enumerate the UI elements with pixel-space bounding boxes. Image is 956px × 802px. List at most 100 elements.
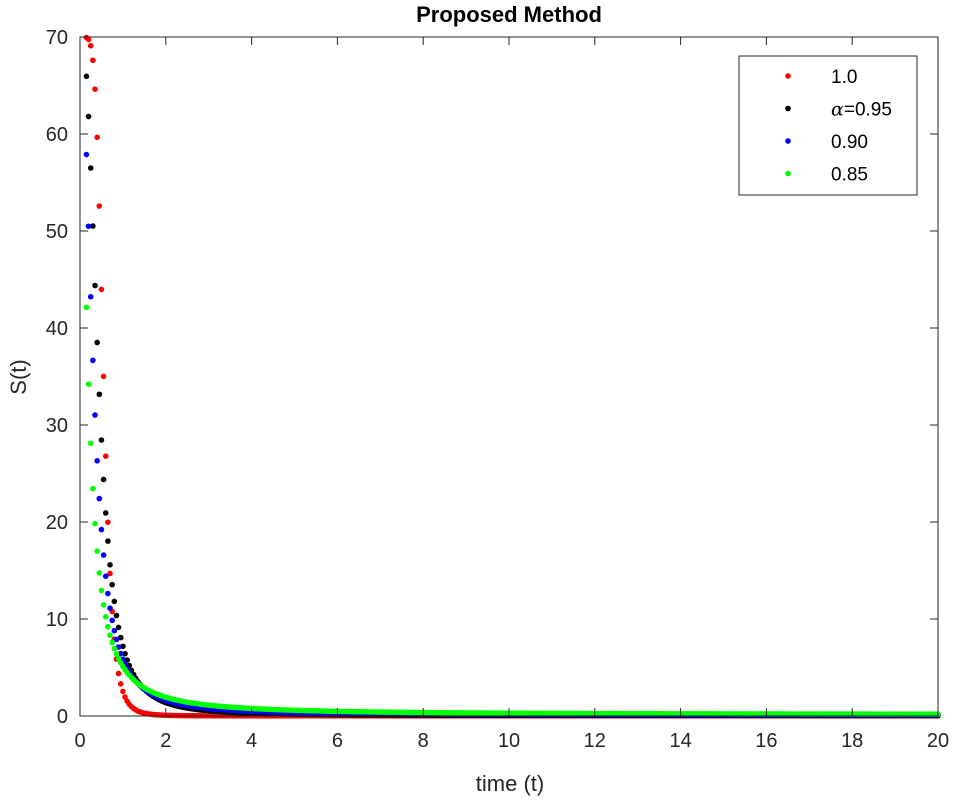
data-point xyxy=(113,651,120,657)
data-point xyxy=(94,134,100,141)
data-point xyxy=(109,639,115,646)
data-point xyxy=(105,519,111,526)
x-tick-label: 16 xyxy=(755,730,777,752)
chart-title: Proposed Method xyxy=(416,2,602,27)
data-point xyxy=(94,548,100,554)
data-point xyxy=(109,617,115,624)
data-point xyxy=(102,453,109,459)
data-point xyxy=(98,587,105,594)
data-point xyxy=(100,476,107,483)
data-point xyxy=(120,643,126,650)
data-point xyxy=(117,650,124,657)
x-axis: 0 2 4 6 8 10 12 14 16 18 20 xyxy=(74,37,949,752)
y-tick-label: 50 xyxy=(46,221,68,243)
data-point xyxy=(90,57,96,64)
data-point xyxy=(113,612,120,619)
data-point xyxy=(90,485,96,492)
x-tick-label: 20 xyxy=(927,730,949,752)
data-point xyxy=(100,602,107,608)
data-point xyxy=(107,570,113,577)
legend-marker xyxy=(785,170,791,177)
data-point xyxy=(85,36,92,43)
y-tick-label: 20 xyxy=(46,512,68,534)
data-point xyxy=(94,339,100,346)
y-tick-label: 10 xyxy=(46,609,68,631)
data-point xyxy=(96,391,103,398)
data-point xyxy=(113,636,120,643)
y-tick-label: 70 xyxy=(46,27,68,49)
data-point xyxy=(85,381,92,387)
data-point xyxy=(96,570,103,576)
y-tick-label: 30 xyxy=(46,415,68,437)
y-tick-label: 60 xyxy=(46,124,68,146)
data-point xyxy=(115,624,122,631)
legend: 1.0 α=0.95 0.90 0.85 xyxy=(738,55,918,196)
data-point xyxy=(117,634,124,641)
data-point xyxy=(85,113,92,120)
data-point xyxy=(105,623,111,630)
data-point xyxy=(122,694,128,700)
data-point xyxy=(90,223,96,229)
data-point xyxy=(92,520,98,527)
data-point xyxy=(105,538,111,544)
data-point xyxy=(111,627,118,634)
data-point xyxy=(102,573,109,579)
x-tick-label: 2 xyxy=(160,730,171,752)
data-point xyxy=(83,73,90,80)
x-tick-label: 14 xyxy=(669,730,691,752)
data-point xyxy=(111,598,118,605)
data-point xyxy=(87,440,94,447)
x-tick-label: 4 xyxy=(246,730,257,752)
data-point xyxy=(115,655,122,662)
data-point xyxy=(107,562,113,568)
data-point xyxy=(92,86,98,92)
legend-label: 1.0 xyxy=(831,67,857,88)
data-point xyxy=(96,495,103,502)
data-point xyxy=(115,670,122,677)
data-point xyxy=(107,632,113,638)
legend-marker xyxy=(785,105,791,112)
data-point xyxy=(85,223,92,230)
data-point xyxy=(100,552,107,558)
data-point xyxy=(122,650,128,657)
data-point xyxy=(111,645,118,652)
data-point xyxy=(87,42,94,49)
legend-label: α=0.95 xyxy=(831,99,892,121)
data-point xyxy=(87,165,94,171)
data-point xyxy=(102,510,109,516)
data-point xyxy=(115,644,122,650)
legend-marker xyxy=(785,73,791,79)
x-tick-label: 12 xyxy=(584,730,606,752)
data-point xyxy=(100,373,107,380)
data-point xyxy=(96,203,103,209)
data-point xyxy=(98,437,105,443)
data-point xyxy=(87,293,94,300)
x-tick-label: 10 xyxy=(498,730,520,752)
data-point xyxy=(98,286,105,293)
data-point xyxy=(120,688,126,695)
data-point xyxy=(109,581,115,588)
data-point xyxy=(117,681,124,687)
legend-label: 0.85 xyxy=(831,165,868,186)
data-point xyxy=(107,605,113,611)
legend-marker xyxy=(785,138,791,144)
data-point xyxy=(94,458,100,464)
x-tick-label: 18 xyxy=(841,730,863,752)
data-point xyxy=(92,412,98,418)
data-point xyxy=(98,526,105,533)
data-point xyxy=(90,357,96,364)
data-point xyxy=(83,151,90,158)
x-tick-label: 8 xyxy=(418,730,429,752)
x-axis-label: time (t) xyxy=(476,771,544,796)
legend-box xyxy=(738,55,918,196)
y-axis: 0 10 20 30 40 50 60 70 xyxy=(46,27,938,728)
y-tick-label: 40 xyxy=(46,318,68,340)
x-tick-label: 0 xyxy=(74,730,85,752)
legend-label: 0.90 xyxy=(831,132,868,153)
x-tick-label: 6 xyxy=(332,730,343,752)
data-point xyxy=(102,613,109,620)
y-tick-label: 0 xyxy=(57,706,68,728)
data-point xyxy=(83,304,90,311)
y-axis-label: S(t) xyxy=(6,359,31,394)
